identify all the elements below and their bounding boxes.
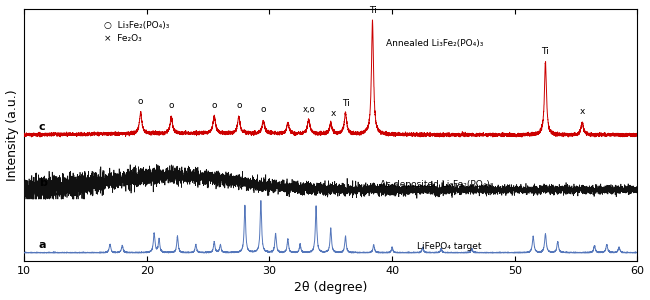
Y-axis label: Intensity (a.u.): Intensity (a.u.) <box>6 89 19 181</box>
Text: b: b <box>39 178 47 188</box>
Text: Ti: Ti <box>342 99 349 108</box>
Text: x,o: x,o <box>302 105 315 114</box>
Text: a: a <box>39 240 46 250</box>
Text: As-deposited Li₃Fe₂(PO₄)₃: As-deposited Li₃Fe₂(PO₄)₃ <box>380 180 493 189</box>
Text: o: o <box>261 105 266 114</box>
Text: x: x <box>331 110 336 118</box>
Text: Ti: Ti <box>369 6 376 15</box>
Text: o: o <box>211 101 217 110</box>
Text: o: o <box>236 101 242 110</box>
Text: LiFePO₄ target: LiFePO₄ target <box>417 242 481 251</box>
Text: o: o <box>168 101 174 110</box>
Text: Ti: Ti <box>541 47 549 56</box>
Text: ×  Fe₂O₃: × Fe₂O₃ <box>104 34 142 43</box>
Text: x: x <box>580 107 585 116</box>
Text: o: o <box>138 97 144 106</box>
X-axis label: 2θ (degree): 2θ (degree) <box>294 281 367 294</box>
Text: c: c <box>39 122 46 132</box>
Text: Annealed Li₃Fe₂(PO₄)₃: Annealed Li₃Fe₂(PO₄)₃ <box>386 39 484 48</box>
Text: ○  Li₃Fe₂(PO₄)₃: ○ Li₃Fe₂(PO₄)₃ <box>104 21 169 30</box>
